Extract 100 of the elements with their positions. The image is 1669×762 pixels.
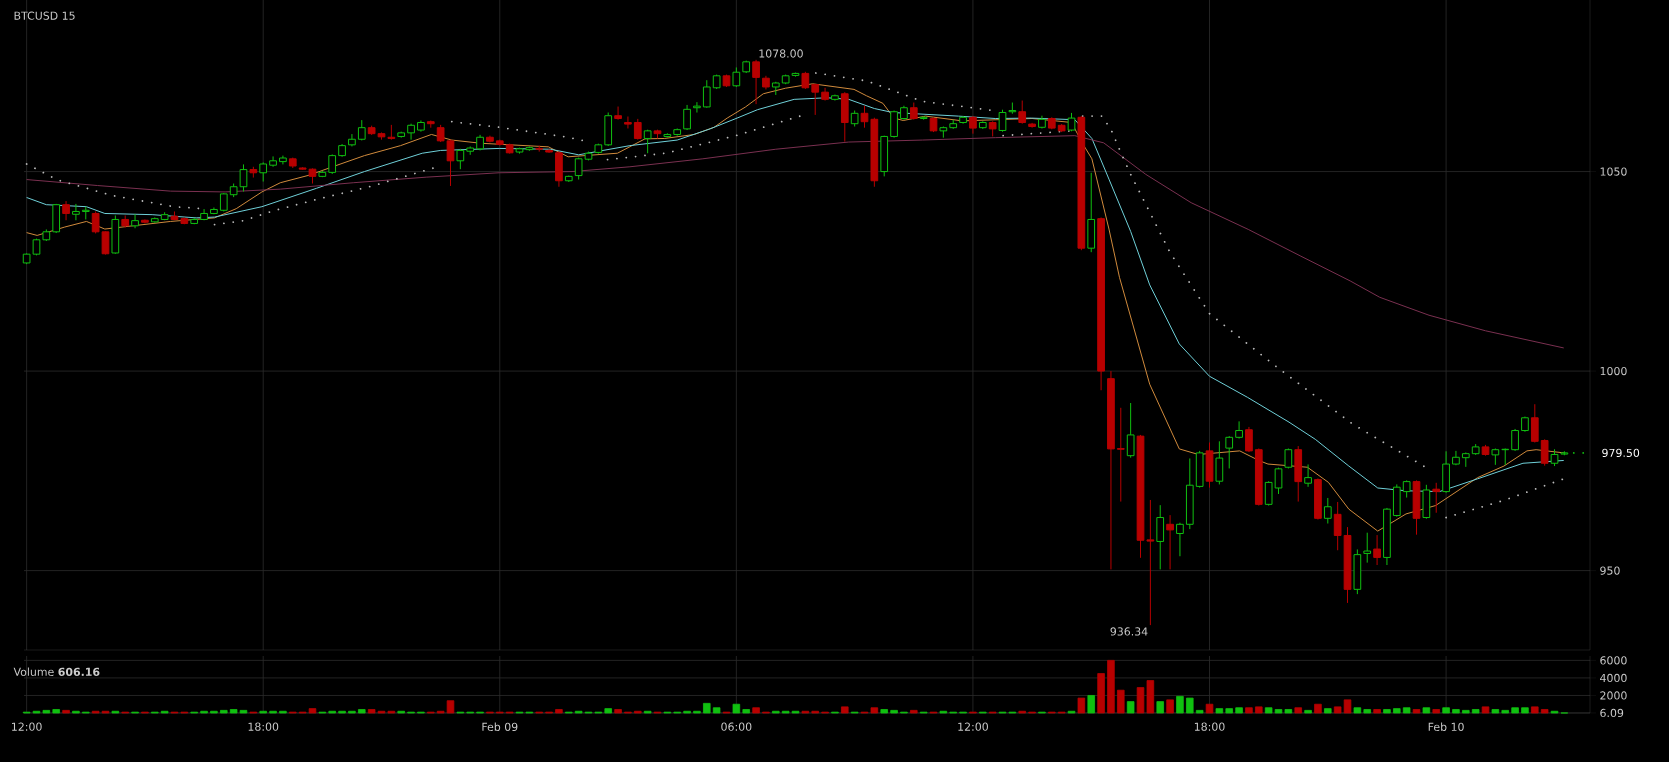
bar <box>1176 695 1184 714</box>
bar <box>1363 709 1371 714</box>
bar <box>1245 707 1253 714</box>
y-tick-label: 6000 <box>1600 656 1627 665</box>
candlestick <box>72 203 80 221</box>
candlestick <box>1363 532 1372 564</box>
candlestick <box>1373 534 1381 566</box>
bar <box>1166 699 1174 714</box>
candlestick <box>1333 501 1342 551</box>
candlestick <box>1511 428 1519 452</box>
candlestick <box>1156 504 1165 570</box>
bar <box>1373 709 1381 714</box>
bar <box>1432 709 1440 714</box>
candlestick <box>1018 100 1027 125</box>
y-tick-label: 1050 <box>1600 167 1627 176</box>
y-tick-label: 6.09 <box>1600 708 1624 718</box>
bar <box>42 709 51 714</box>
bar <box>890 709 898 714</box>
annotation: 1078.00 <box>759 49 803 58</box>
bar <box>1205 703 1214 714</box>
bar <box>1156 701 1164 714</box>
bar <box>1393 708 1401 714</box>
bar <box>555 709 563 714</box>
candlestick <box>1126 402 1135 459</box>
bar <box>358 709 366 714</box>
bar <box>1452 709 1460 714</box>
candlestick <box>683 104 691 131</box>
annotation: 936.34 <box>1110 627 1148 636</box>
bar <box>1353 707 1362 714</box>
candlestick <box>732 66 741 88</box>
candlestick <box>633 118 642 141</box>
x-tick-label: Feb 10 <box>1428 722 1464 731</box>
bar <box>1255 706 1263 714</box>
bar <box>614 709 622 714</box>
bar <box>880 709 888 714</box>
bar <box>841 706 849 714</box>
bar <box>703 702 711 714</box>
bar <box>1521 707 1529 714</box>
bar <box>52 709 60 714</box>
candlestick <box>1264 480 1273 507</box>
bar <box>1097 673 1105 714</box>
bar <box>1324 708 1332 714</box>
bar <box>1314 703 1322 714</box>
bar <box>742 709 750 714</box>
bar <box>1402 707 1411 714</box>
bar <box>1491 709 1500 714</box>
x-tick-label: 12:00 <box>12 722 42 731</box>
candlestick <box>1530 403 1539 444</box>
candlestick <box>62 200 70 221</box>
bar <box>1462 709 1470 714</box>
candlestick <box>614 106 622 121</box>
bar <box>1540 709 1549 714</box>
bar <box>1117 689 1125 714</box>
bar <box>1304 709 1312 714</box>
bar <box>1294 707 1302 714</box>
bar <box>1126 701 1135 714</box>
bar <box>62 709 70 714</box>
bar <box>1383 709 1391 714</box>
bar <box>752 707 760 714</box>
x-tick-label: 18:00 <box>248 722 279 731</box>
bar <box>1422 707 1431 714</box>
candlestick <box>131 213 139 229</box>
candlestick <box>456 148 465 170</box>
text: BTCUSD 15 <box>14 11 75 20</box>
candlestick <box>998 109 1007 133</box>
candlestick <box>624 116 632 129</box>
bar <box>1333 706 1342 714</box>
x-tick-label: 18:00 <box>1194 722 1225 731</box>
y-tick-label: 1000 <box>1600 366 1627 376</box>
bar <box>1215 708 1224 714</box>
candlestick <box>1323 497 1332 525</box>
bar <box>1442 707 1450 714</box>
bar <box>1343 699 1352 714</box>
candlestick <box>259 161 268 183</box>
bar <box>1195 709 1204 714</box>
candlestick <box>702 79 711 109</box>
ref-line-label: 979.50 <box>1602 448 1640 458</box>
candlestick <box>693 101 701 114</box>
y-tick-label: 2000 <box>1600 691 1627 700</box>
bar <box>1471 709 1480 714</box>
candlestick <box>1235 420 1243 440</box>
bar <box>1531 706 1539 714</box>
bar <box>1235 707 1243 714</box>
candlestick <box>1304 463 1312 488</box>
candlestick <box>1215 440 1224 485</box>
bar <box>1087 695 1095 714</box>
candlestick <box>752 59 760 105</box>
x-tick-label: Feb 09 <box>482 722 518 731</box>
candlestick <box>1432 482 1441 514</box>
y-tick-label: 4000 <box>1600 673 1627 683</box>
candlestick <box>1274 467 1283 495</box>
bar <box>220 709 228 714</box>
candlestick <box>1166 514 1174 570</box>
text: Volume 606.16 <box>13 667 100 677</box>
bar <box>604 708 612 714</box>
candlestick <box>348 133 356 147</box>
candlestick <box>1176 522 1184 557</box>
bar <box>910 709 918 714</box>
candlestick <box>328 153 337 175</box>
bar <box>1107 659 1115 714</box>
